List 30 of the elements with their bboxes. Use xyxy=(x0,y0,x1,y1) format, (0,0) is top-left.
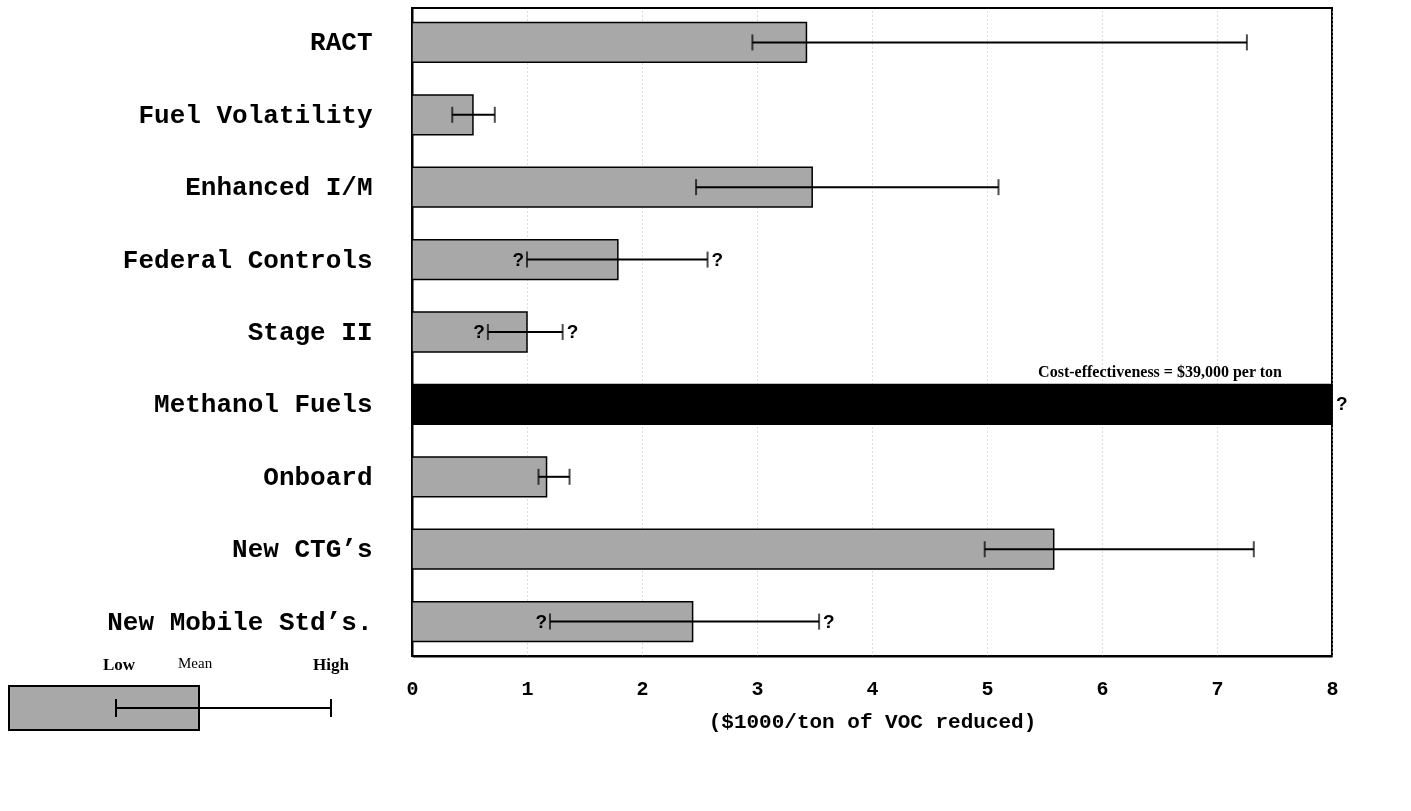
y-tick-label: Stage II xyxy=(247,318,373,348)
annotation: ? xyxy=(512,248,524,270)
y-tick-label: Federal Controls xyxy=(122,245,373,276)
y-tick-label: Methanol Fuels xyxy=(154,390,373,421)
annotation: ? xyxy=(535,610,547,632)
x-tick-label: 7 xyxy=(1211,677,1224,701)
y-tick-label: Fuel Volatility xyxy=(138,100,373,131)
annotation: Cost-effectiveness = $39,000 per ton xyxy=(1038,363,1283,381)
x-tick-label: 4 xyxy=(866,677,879,701)
y-tick-label: New CTG’s xyxy=(232,535,373,566)
annotation: ? xyxy=(473,321,485,342)
annotation: ? xyxy=(823,610,835,632)
annotation: ? xyxy=(566,321,579,342)
x-tick-label: 3 xyxy=(751,677,764,701)
x-tick-label: 5 xyxy=(981,677,994,701)
annotation: ? xyxy=(1336,393,1348,415)
x-tick-label: 2 xyxy=(636,677,649,701)
x-tick-label: 0 xyxy=(406,677,419,701)
annotation: ? xyxy=(711,248,724,270)
x-tick-label: 1 xyxy=(521,677,534,701)
text: Low xyxy=(103,655,136,675)
x-axis-title: ($1000/ton of VOC reduced) xyxy=(708,710,1037,734)
x-tick-label: 8 xyxy=(1326,677,1339,701)
text: Mean xyxy=(178,655,213,672)
y-tick-label: Enhanced I/M xyxy=(185,173,373,204)
x-tick-label: 6 xyxy=(1096,677,1109,701)
y-tick-label: RACT xyxy=(310,28,373,59)
text: High xyxy=(313,655,349,675)
y-tick-label: New Mobile Std’s. xyxy=(107,607,373,638)
y-tick-label: Onboard xyxy=(263,462,373,493)
